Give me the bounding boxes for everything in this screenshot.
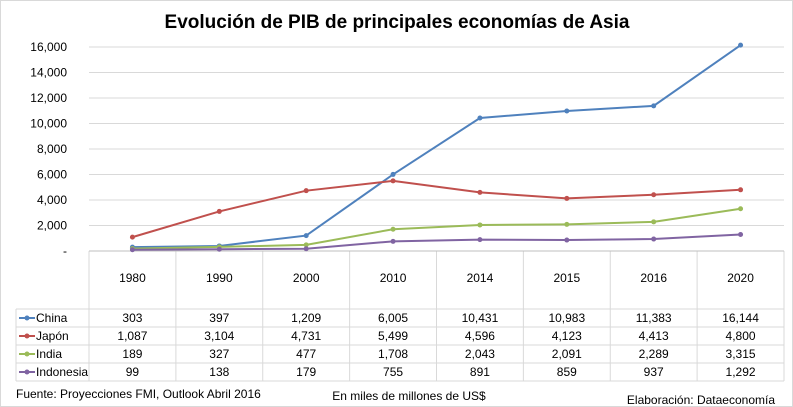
data-point xyxy=(738,187,744,193)
y-tick-label: - xyxy=(63,244,67,258)
data-point xyxy=(477,222,483,228)
data-point xyxy=(477,237,483,243)
data-table-cell: 189 xyxy=(122,347,142,361)
data-table-cell: 5,499 xyxy=(378,329,408,343)
data-point xyxy=(738,206,744,212)
data-table-cell: 6,005 xyxy=(378,311,408,325)
data-table-cell: 1,708 xyxy=(378,347,408,361)
x-tick-label: 2010 xyxy=(380,271,407,285)
data-table-cell: 3,315 xyxy=(726,347,756,361)
data-point xyxy=(216,208,222,214)
series-line-japón xyxy=(132,179,741,239)
series-line-china xyxy=(132,44,742,249)
data-table-cell: 99 xyxy=(126,365,140,379)
data-point xyxy=(564,195,570,201)
y-tick-label: 8,000 xyxy=(37,142,67,156)
legend-label: Indonesia xyxy=(36,365,88,379)
data-point xyxy=(738,232,744,238)
data-point xyxy=(390,178,396,184)
data-point xyxy=(303,233,309,239)
data-table-cell: 303 xyxy=(122,311,142,325)
y-tick-label: 14,000 xyxy=(30,66,67,80)
y-tick-label: 16,000 xyxy=(30,40,67,54)
data-table-cell: 397 xyxy=(209,311,229,325)
legend-marker xyxy=(24,351,30,357)
data-table-cell: 1,292 xyxy=(726,365,756,379)
data-table-cell: 1,209 xyxy=(291,311,321,325)
data-point xyxy=(216,246,222,252)
data-point xyxy=(651,236,657,242)
data-point xyxy=(738,42,744,48)
data-point xyxy=(390,226,396,232)
data-table-cell: 10,983 xyxy=(548,311,585,325)
legend-marker xyxy=(24,333,30,339)
data-point xyxy=(390,171,396,177)
legend-marker xyxy=(24,369,30,375)
data-table-cell: 2,091 xyxy=(552,347,582,361)
data-table-cell: 1,087 xyxy=(117,329,147,343)
data-point xyxy=(129,234,135,240)
data-table-cell: 4,413 xyxy=(639,329,669,343)
units-note: En miles de millones de US$ xyxy=(332,389,486,403)
data-table-cell: 3,104 xyxy=(204,329,234,343)
data-point xyxy=(651,219,657,225)
data-point xyxy=(564,108,570,114)
data-point xyxy=(303,242,309,248)
data-table-cell: 4,731 xyxy=(291,329,321,343)
x-tick-label: 2020 xyxy=(727,271,754,285)
data-table-cell: 4,596 xyxy=(465,329,495,343)
x-tick-label: 1980 xyxy=(119,271,146,285)
legend-label: India xyxy=(36,347,62,361)
legend-label: Japón xyxy=(36,329,69,343)
data-point xyxy=(651,192,657,198)
data-point xyxy=(303,246,309,252)
x-tick-label: 2015 xyxy=(553,271,580,285)
data-table-cell: 891 xyxy=(470,365,490,379)
legend-label: China xyxy=(36,311,68,325)
y-tick-label: 2,000 xyxy=(37,219,67,233)
series-line-india xyxy=(132,207,741,250)
data-table-cell: 10,431 xyxy=(462,311,499,325)
data-point xyxy=(564,221,570,227)
y-tick-label: 6,000 xyxy=(37,168,67,182)
x-tick-label: 2014 xyxy=(467,271,494,285)
data-table-cell: 327 xyxy=(209,347,229,361)
data-table-cell: 16,144 xyxy=(722,311,759,325)
data-table-cell: 179 xyxy=(296,365,316,379)
data-table-cell: 2,043 xyxy=(465,347,495,361)
data-point xyxy=(477,189,483,195)
x-tick-label: 2016 xyxy=(640,271,667,285)
data-table-cell: 937 xyxy=(644,365,664,379)
y-tick-label: 10,000 xyxy=(30,117,67,131)
data-point xyxy=(303,188,309,194)
data-table-cell: 4,800 xyxy=(726,329,756,343)
series-line-indonesia xyxy=(132,233,741,251)
y-tick-label: 4,000 xyxy=(37,193,67,207)
data-table-cell: 11,383 xyxy=(636,311,672,325)
credit-note: Elaboración: Dataeconomía xyxy=(627,393,775,407)
source-note: Fuente: Proyecciones FMI, Outlook Abril … xyxy=(16,387,261,401)
data-point xyxy=(651,103,657,109)
data-table-cell: 138 xyxy=(209,365,229,379)
data-point xyxy=(390,238,396,244)
data-table-cell: 4,123 xyxy=(552,329,582,343)
x-tick-label: 1990 xyxy=(206,271,233,285)
chart-title: Evolución de PIB de principales economía… xyxy=(165,12,630,33)
data-table-cell: 859 xyxy=(557,365,577,379)
y-tick-label: 12,000 xyxy=(30,91,67,105)
data-table-cell: 2,289 xyxy=(639,347,669,361)
data-table-cell: 755 xyxy=(383,365,403,379)
data-point xyxy=(564,237,570,243)
data-point xyxy=(477,115,483,121)
data-table-cell: 477 xyxy=(296,347,316,361)
x-tick-label: 2000 xyxy=(293,271,320,285)
data-point xyxy=(129,247,135,253)
legend-marker xyxy=(24,315,30,321)
